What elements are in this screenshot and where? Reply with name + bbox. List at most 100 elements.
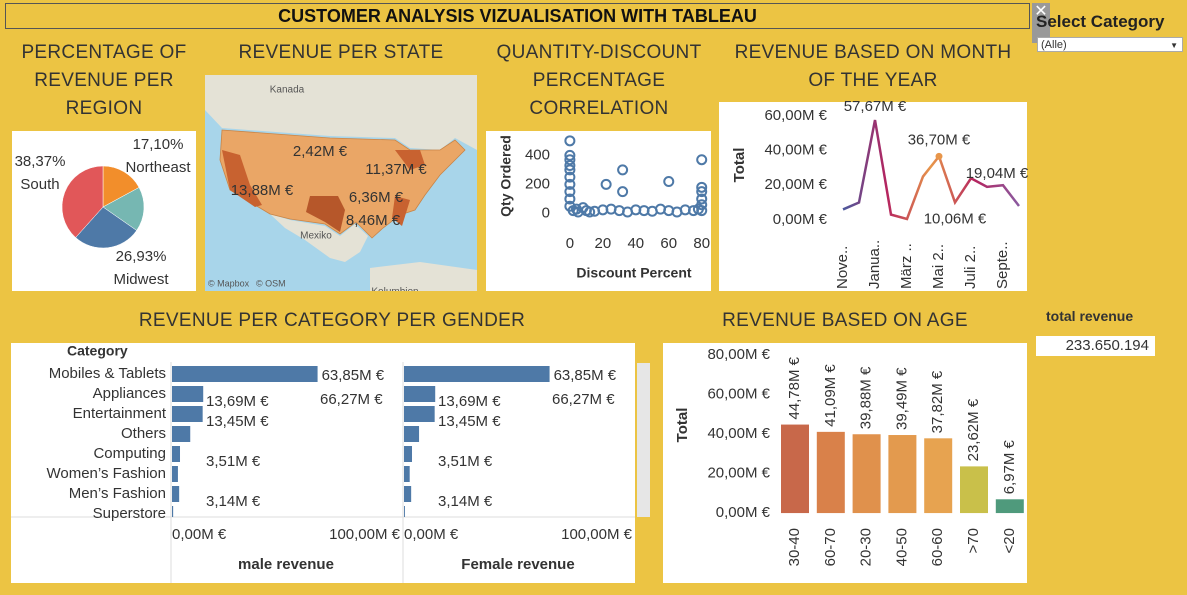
y-tick-label: 20,00M € [764, 176, 827, 193]
bar [781, 424, 809, 514]
category-label: Entertainment [73, 405, 167, 422]
value-label: 3,51M € [438, 453, 493, 470]
x-tick-label: 60 [660, 235, 677, 252]
filter-label: Select Category [1036, 12, 1165, 31]
point [584, 206, 596, 218]
map-value-label: 13,88M € [231, 182, 294, 199]
category-label: Women’s Fashion [46, 465, 166, 482]
x-tick-label: 40 [627, 235, 644, 252]
place-label: Kolumbien [371, 287, 418, 298]
bar [172, 386, 204, 402]
chart-title: REVENUE BASED ON AGE [722, 310, 968, 331]
bar [404, 486, 412, 502]
scrollbar[interactable] [637, 363, 650, 517]
map-land [270, 214, 368, 262]
point [564, 178, 576, 190]
value-label: 13,45M € [438, 413, 501, 430]
category-label: Superstore [93, 505, 166, 522]
value-label: 44,78M € [786, 356, 803, 419]
y-tick-label: 40,00M € [707, 425, 770, 442]
x-tick-label: Juli 2.. [962, 246, 979, 289]
bar [995, 499, 1024, 514]
pie-slice [102, 187, 145, 231]
point [564, 149, 576, 161]
category-label: Mobiles & Tablets [49, 365, 166, 382]
category-label: Northeast [125, 159, 191, 176]
x-tick-label: 40-50 [893, 528, 910, 566]
y-tick-label: 0,00M € [773, 211, 828, 228]
bar [924, 438, 953, 514]
bar [404, 446, 413, 462]
y-tick-label: 40,00M € [764, 142, 827, 159]
point [696, 193, 708, 205]
total-value: 233.650.194 [1036, 336, 1155, 356]
pie-slice [61, 165, 104, 238]
bar [404, 426, 420, 442]
x-tick-label: 80 [693, 235, 710, 252]
x-tick-label: 20 [594, 235, 611, 252]
bar [404, 366, 550, 382]
value-label: 36,70M € [908, 131, 971, 148]
x-tick-label: 0 [566, 235, 574, 252]
value-label: 23,62M € [965, 398, 982, 461]
value-label: 3,14M € [438, 493, 493, 510]
map-land [370, 262, 477, 291]
panel [11, 343, 635, 583]
y-tick-label: 200 [525, 175, 550, 192]
point [564, 164, 576, 176]
x-tick-label: 60-60 [929, 528, 946, 566]
chart-title: REVENUE BASED ON MONTH OF THE YEAR [734, 42, 1012, 91]
y-tick-label: 0,00M € [716, 504, 771, 521]
chart-title: REVENUE PER STATE [238, 42, 444, 63]
bar [404, 466, 410, 482]
map: 2,42M € 11,37M € 13,88M € 6,36M € 8,46M € Kan… [205, 75, 477, 298]
category-label: South [20, 176, 59, 193]
category-label: Men’s Fashion [69, 485, 166, 502]
point [696, 181, 708, 193]
category-label: Others [121, 425, 166, 442]
x-tick-label: 100,00M € [329, 526, 401, 543]
line [842, 119, 1020, 221]
y-tick-label: 80,00M € [707, 346, 770, 363]
value-label: 41,09M € [822, 364, 839, 427]
x-tick-label: 20-30 [858, 528, 875, 566]
place-label: Mexiko [300, 231, 332, 242]
value-label: 39,88M € [858, 366, 875, 429]
row-header: Category [67, 343, 128, 359]
value-label: 63,85M € [322, 367, 385, 384]
y-axis-title: Total [674, 408, 691, 443]
y-tick-label: 60,00M € [707, 385, 770, 402]
map-state [222, 150, 262, 207]
x-axis-title: male revenue [238, 556, 334, 573]
point [696, 199, 708, 211]
map-value-label: 11,37M € [365, 161, 427, 178]
annotation: 66,27M € [552, 391, 615, 408]
value-label: 63,85M € [554, 367, 617, 384]
filter-dropdown[interactable]: (Alle) ▼ [1037, 37, 1183, 52]
bar [172, 426, 191, 442]
chart-title: REVENUE PER CATEGORY PER GENDER [138, 310, 526, 331]
bar [172, 446, 181, 462]
map-value-label: 2,42M € [293, 143, 348, 160]
y-axis-title: Qty Ordered [498, 135, 514, 217]
point [564, 135, 576, 147]
x-axis-title: Female revenue [461, 556, 574, 573]
value-label: 57,67M € [844, 98, 907, 115]
point [696, 205, 708, 217]
x-tick-label: 100,00M € [561, 526, 633, 543]
point [617, 186, 629, 198]
x-tick-label: 60-70 [822, 528, 839, 566]
bar [852, 434, 881, 514]
pie-slice [102, 165, 140, 208]
map-land [205, 75, 477, 150]
point [564, 154, 576, 166]
map-value-label: 8,46M € [346, 212, 401, 229]
bar [404, 506, 405, 517]
y-tick-label: 20,00M € [707, 465, 770, 482]
x-tick-label: März .. [898, 243, 915, 289]
point [564, 193, 576, 205]
map-value-label: 6,36M € [349, 189, 404, 206]
point [617, 164, 629, 176]
panel [663, 343, 1027, 583]
close-button[interactable]: ✕ [1032, 3, 1050, 43]
